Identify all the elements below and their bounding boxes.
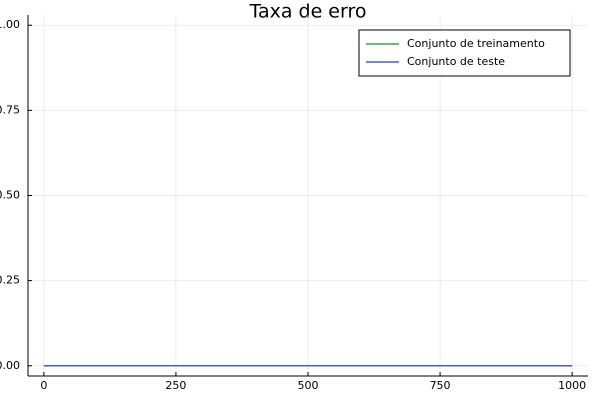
x-tick-label: 0 xyxy=(40,379,47,392)
legend-label: Conjunto de teste xyxy=(407,55,505,68)
y-tick-label: 1.00 xyxy=(0,18,20,31)
x-tick-label: 500 xyxy=(298,379,319,392)
y-tick-label: 0.50 xyxy=(0,189,20,202)
y-tick-label: 0.00 xyxy=(0,359,20,372)
x-tick-label: 1000 xyxy=(558,379,586,392)
y-tick-label: 0.25 xyxy=(0,274,20,287)
x-tick-label: 250 xyxy=(165,379,186,392)
legend-label: Conjunto de treinamento xyxy=(407,37,545,50)
y-tick-label: 0.75 xyxy=(0,103,20,116)
legend-box xyxy=(358,29,571,77)
x-tick-label: 750 xyxy=(430,379,451,392)
chart-title: Taxa de erro xyxy=(248,1,366,23)
